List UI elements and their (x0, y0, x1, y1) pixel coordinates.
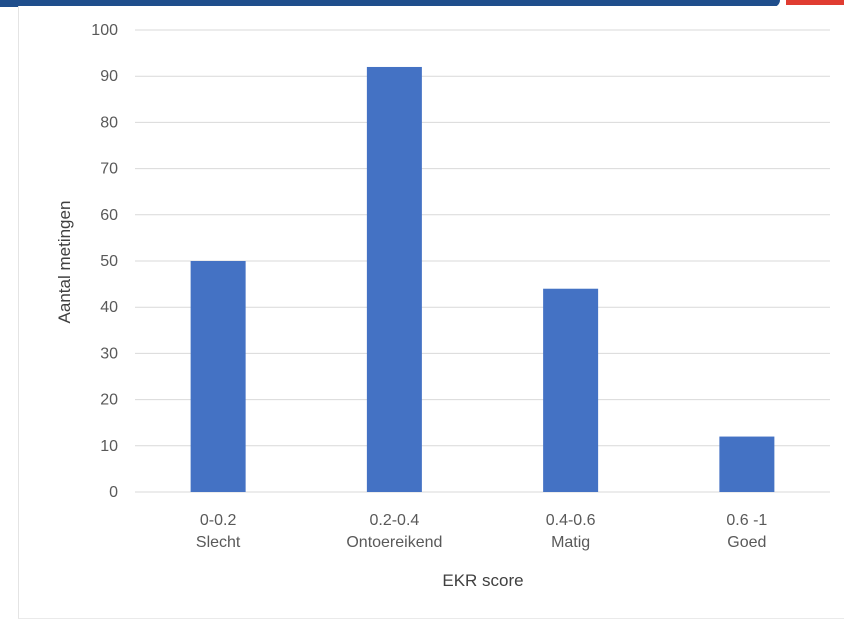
y-tick-label: 80 (100, 114, 118, 131)
bar (190, 261, 246, 492)
y-tick-label: 100 (91, 22, 118, 39)
x-tick-label: 0-0.2 Slecht (196, 512, 241, 551)
y-tick-label: 50 (100, 253, 118, 270)
gridlines (135, 29, 830, 493)
bar (719, 436, 775, 492)
chart-frame (18, 6, 844, 619)
y-tick-label: 90 (100, 68, 118, 85)
y-tick-label: 20 (100, 392, 118, 409)
y-tick-label: 70 (100, 161, 118, 178)
x-tick-label: 0.2-0.4 Ontoereikend (346, 512, 442, 551)
y-tick-label: 0 (109, 484, 118, 501)
bar (543, 288, 599, 492)
y-axis-title: Aantal metingen (55, 201, 74, 324)
y-tick-label: 60 (100, 207, 118, 224)
bar (366, 66, 422, 493)
y-axis-tick-labels: 0 10 20 30 40 50 60 70 80 90 100 (91, 22, 118, 501)
x-tick-label: 0.4-0.6 Matig (546, 512, 596, 551)
window-header-bar (0, 0, 780, 7)
y-tick-label: 30 (100, 345, 118, 362)
x-tick-label: 0.6 -1 Goed (726, 512, 767, 551)
y-tick-label: 10 (100, 438, 118, 455)
x-axis-title: EKR score (442, 571, 523, 590)
y-tick-label: 40 (100, 299, 118, 316)
window-accent-stripe (786, 0, 844, 5)
bars (190, 66, 775, 493)
x-axis-tick-labels: 0-0.2 Slecht 0.2-0.4 Ontoereikend 0.4-0.6 Mat… (196, 512, 768, 551)
